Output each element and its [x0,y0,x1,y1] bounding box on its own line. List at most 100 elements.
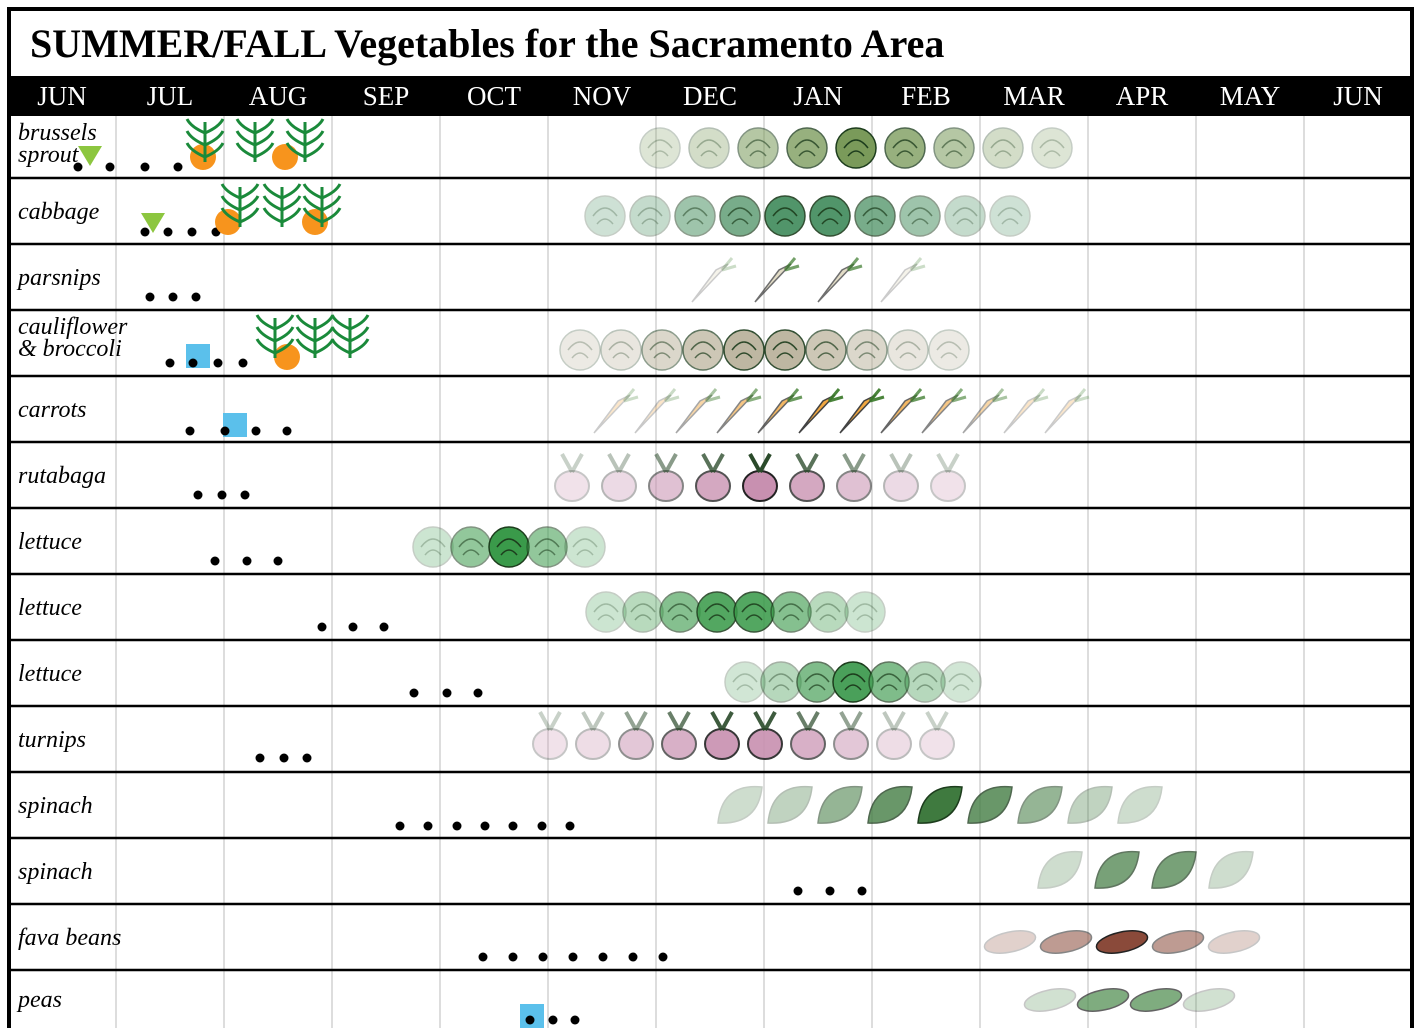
harvest-icon [790,471,824,501]
seed-dot [380,623,389,632]
seed-dot [569,953,578,962]
harvest-icon [837,471,871,501]
harvest-icon [845,592,885,632]
harvest-icon [451,527,491,567]
harvest-icon [565,527,605,567]
seed-dot [566,822,575,831]
seed-dot [211,557,220,566]
seed-dot [410,689,419,698]
harvest-icon [931,471,965,501]
seed-dot [659,953,668,962]
harvest-icon [527,527,567,567]
harvest-icon [869,662,909,702]
row-label: lettuce [18,529,82,555]
seed-dot [539,953,548,962]
harvest-icon [771,592,811,632]
harvest-icon [705,729,739,759]
seed-dot [186,427,195,436]
harvest-icon [791,729,825,759]
row-label: fava beans [18,925,121,951]
harvest-icon [945,196,985,236]
harvest-icon [983,128,1023,168]
harvest-icon [413,527,453,567]
harvest-icon [619,729,653,759]
month-label: DEC [683,81,737,111]
harvest-icon [724,330,764,370]
seed-dot [274,557,283,566]
harvest-icon [748,729,782,759]
seed-dot [474,689,483,698]
harvest-icon [675,196,715,236]
harvest-icon [640,128,680,168]
seed-dot [241,491,250,500]
seed-dot [192,293,201,302]
seed-dot [509,822,518,831]
row-label: peas [16,987,62,1013]
harvest-icon [585,196,625,236]
harvest-icon [725,662,765,702]
harvest-icon [720,196,760,236]
title: SUMMER/FALL Vegetables for the Sacrament… [30,21,944,66]
harvest-icon [797,662,837,702]
seed-dot [188,228,197,237]
harvest-icon [765,330,805,370]
row-label: lettuce [18,661,82,687]
seed-dot [443,689,452,698]
seed-dot [218,491,227,500]
seed-dot [349,623,358,632]
harvest-icon [734,592,774,632]
seed-dot [629,953,638,962]
seed-dot [283,427,292,436]
row-label: carrots [18,397,86,423]
month-label: JUN [37,81,87,111]
harvest-icon [855,196,895,236]
month-label: AUG [249,81,308,111]
harvest-icon [576,729,610,759]
row-label: spinach [18,859,93,885]
harvest-icon [689,128,729,168]
harvest-icon [601,330,641,370]
month-label: FEB [901,81,951,111]
harvest-icon [642,330,682,370]
row-label: parsnips [16,265,101,291]
harvest-icon [847,330,887,370]
harvest-icon [602,471,636,501]
harvest-icon [834,729,868,759]
harvest-icon [920,729,954,759]
seed-dot [794,887,803,896]
seed-dot [396,822,405,831]
month-label: NOV [573,81,632,111]
row-label: rutabaga [18,463,106,489]
transplant-dot [272,144,298,170]
harvest-icon [489,527,529,567]
harvest-icon [905,662,945,702]
harvest-icon [990,196,1030,236]
seed-dot [481,822,490,831]
seed-dot [243,557,252,566]
harvest-icon [900,196,940,236]
harvest-icon [765,196,805,236]
row-label: turnips [18,727,86,753]
seed-dot [166,359,175,368]
harvest-icon [649,471,683,501]
harvest-icon [738,128,778,168]
harvest-icon [810,196,850,236]
harvest-icon [623,592,663,632]
row-label: spinach [18,793,93,819]
row-label: sprout [18,142,80,168]
harvest-icon [696,471,730,501]
harvest-icon [787,128,827,168]
row-label: cabbage [18,199,100,225]
row-label: lettuce [18,595,82,621]
seed-dot [858,887,867,896]
seed-dot [146,293,155,302]
harvest-icon [885,128,925,168]
seed-dot [169,293,178,302]
month-label: OCT [467,81,522,111]
seed-dot [221,427,230,436]
month-label: JUL [147,81,194,111]
seed-dot [280,754,289,763]
seed-dot [189,359,198,368]
harvest-icon [697,592,737,632]
harvest-icon [586,592,626,632]
